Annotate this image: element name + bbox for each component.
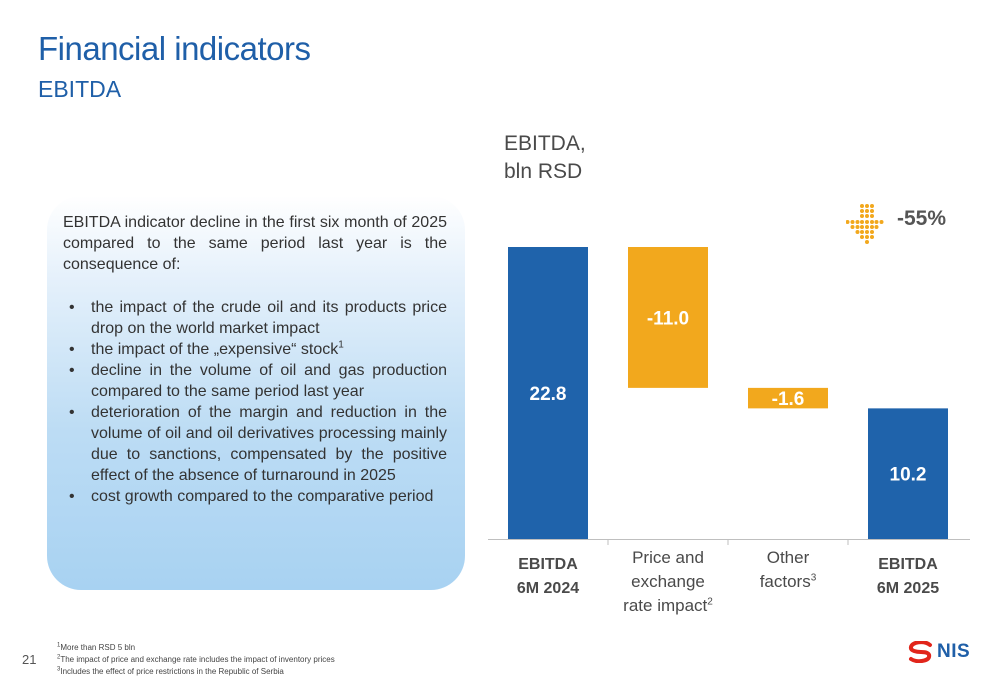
bullet-text: the impact of the „expensive“ stock — [91, 341, 339, 358]
chart-title: EBITDA, bln RSD — [504, 130, 586, 186]
waterfall-bar — [748, 387, 828, 409]
footnote: 2The impact of price and exchange rate i… — [57, 654, 335, 664]
commentary-box: EBITDA indicator decline in the first si… — [47, 196, 465, 590]
bullet-text: deterioration of the margin and reductio… — [91, 404, 447, 484]
x-category-label: Other factors3 — [759, 548, 817, 591]
chart-title-line1: EBITDA, — [504, 132, 586, 155]
bullet-item: deterioration of the margin and reductio… — [63, 402, 447, 486]
x-category-label: EBITDA 6M 2025 — [876, 556, 940, 597]
waterfall-bar — [628, 247, 708, 388]
waterfall-bar — [868, 408, 948, 539]
bullet-text: decline in the volume of oil and gas pro… — [91, 362, 447, 400]
waterfall-bar — [508, 247, 588, 539]
down-arrow-dotted-icon — [846, 204, 884, 244]
footnote: 3Includes the effect of price restrictio… — [57, 666, 284, 676]
bar-value-label: 10.2 — [890, 465, 927, 486]
page-subtitle: EBITDA — [38, 76, 122, 102]
footnote: 1More than RSD 5 bln — [57, 642, 136, 652]
page-title: Financial indicators — [38, 30, 311, 67]
bullet-text: cost growth compared to the comparative … — [91, 488, 434, 505]
bar-value-label: -1.6 — [772, 389, 805, 410]
x-category-label: EBITDA 6M 2024 — [516, 556, 580, 597]
chart-title-line2: bln RSD — [504, 160, 583, 183]
logo-text: NIS — [937, 641, 971, 662]
bar-value-label: 22.8 — [530, 384, 567, 405]
bullet-text: the impact of the crude oil and its prod… — [91, 299, 447, 337]
bullet-item: the impact of the crude oil and its prod… — [63, 297, 447, 339]
bullet-item: decline in the volume of oil and gas pro… — [63, 360, 447, 402]
footnotes: 1More than RSD 5 bln 2The impact of pric… — [57, 642, 335, 678]
bullet-item: the impact of the „expensive“ stock1 — [63, 339, 447, 360]
change-percent-label: -55% — [897, 207, 947, 230]
bar-value-label: -11.0 — [647, 308, 689, 329]
ebitda-waterfall-chart: 22.8 -11.0 -1.6 10.2 — [488, 247, 970, 545]
page-number: 21 — [22, 652, 37, 667]
x-category-label: Price and exchange rate impact2 — [623, 548, 713, 615]
nis-logo: NIS — [908, 641, 970, 663]
nis-logo-mark-icon — [908, 641, 932, 663]
commentary-intro: EBITDA indicator decline in the first si… — [63, 214, 447, 273]
bullet-item: cost growth compared to the comparative … — [63, 486, 447, 507]
commentary-bullets: the impact of the crude oil and its prod… — [63, 297, 447, 507]
bullet-sup: 1 — [338, 339, 344, 351]
